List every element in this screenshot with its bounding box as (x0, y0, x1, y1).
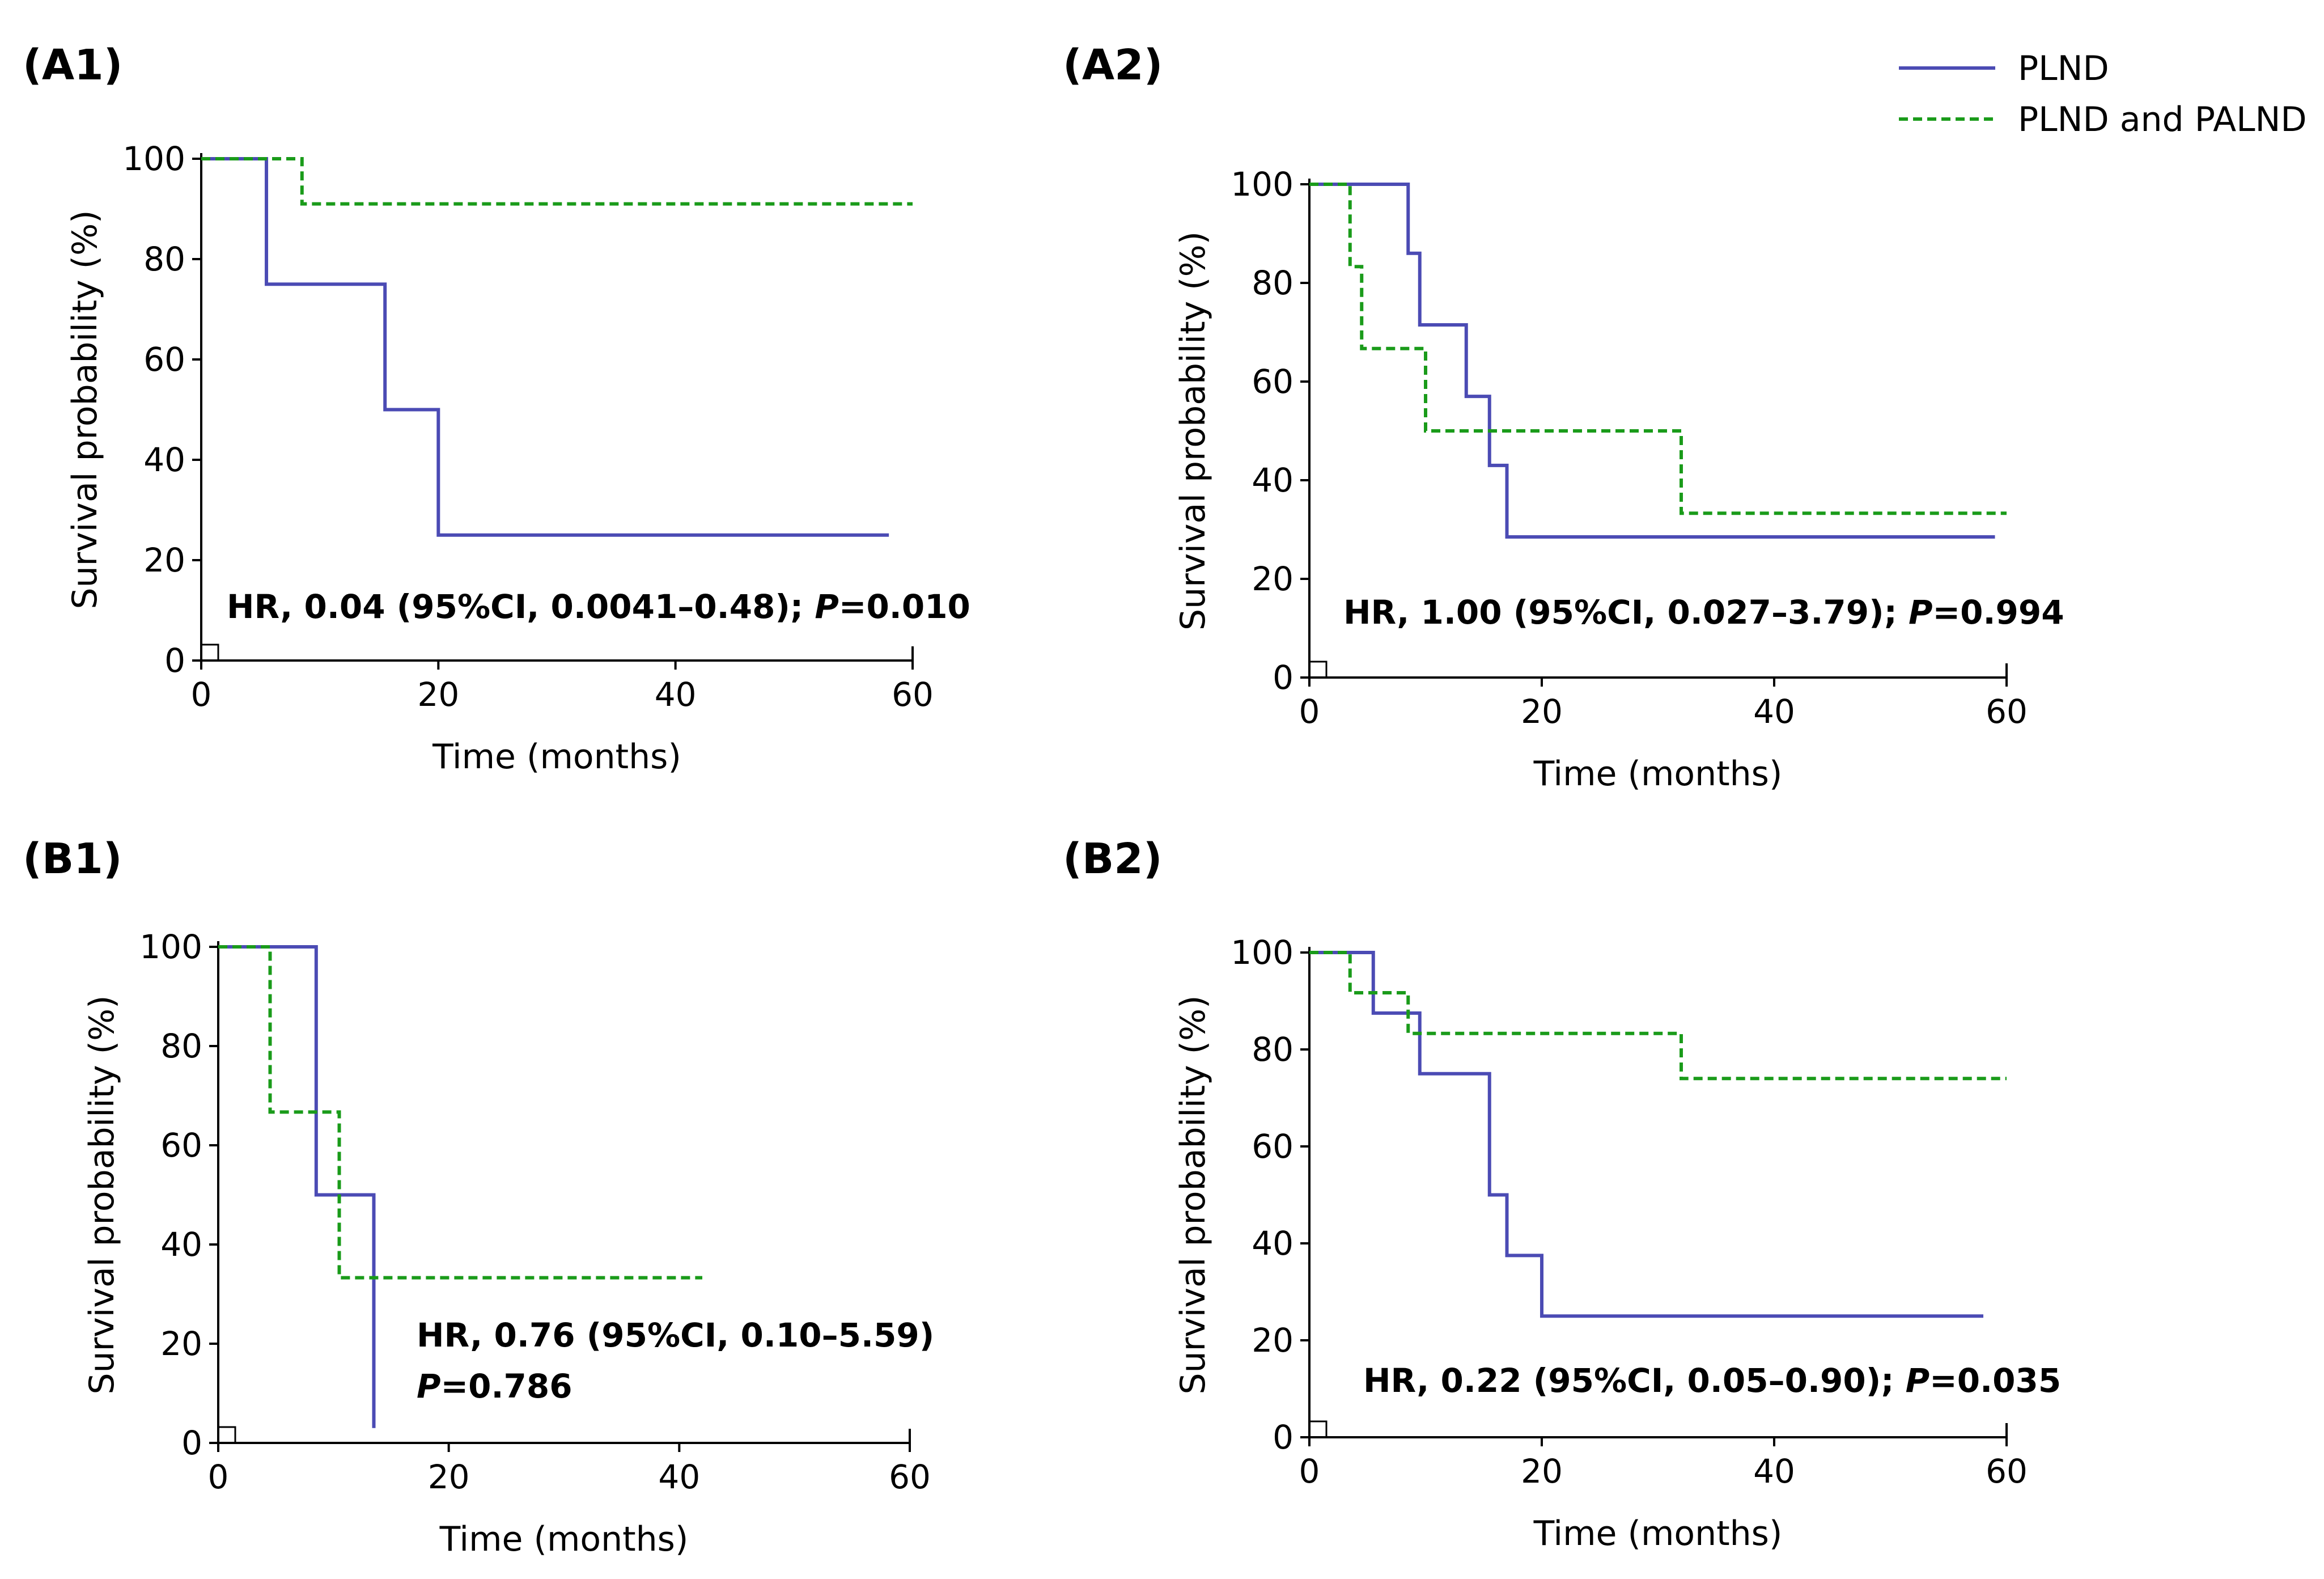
x-tick-label: 40 (655, 675, 697, 714)
panel-label-b2: (B2) (1063, 835, 1163, 883)
x-tick-label: 20 (1521, 692, 1563, 731)
x-tick-label: 60 (892, 675, 934, 714)
panel-label-a2: (A2) (1063, 41, 1163, 90)
y-tick-label: 20 (160, 1324, 202, 1363)
hazard-ratio-text-a2: HR, 1.00 (95%CI, 0.027–3.79); P=0.994 (1343, 593, 2064, 632)
series-line-plnd-palnd-a2 (1309, 183, 2007, 515)
y-axis-title: Survival probability (%) (82, 995, 122, 1394)
series-line-plnd-palnd-a1 (201, 157, 913, 206)
x-tick-label: 0 (1299, 692, 1320, 731)
y-tick-label: 80 (143, 240, 185, 278)
y-tick-label: 60 (143, 340, 185, 379)
legend: PLND PLND and PALND (1899, 49, 2307, 139)
x-tick-label: 0 (191, 675, 212, 714)
p-value-text-b1: P=0.786 (417, 1367, 572, 1406)
y-tick-label: 40 (1252, 461, 1294, 499)
legend-label-plnd: PLND (2018, 49, 2109, 88)
legend-label-plnd-palnd: PLND and PALND (2018, 100, 2307, 139)
series-line-plnd-b2 (1309, 951, 1983, 1318)
hazard-ratio-text-a1: HR, 0.04 (95%CI, 0.0041–0.48); P=0.010 (227, 587, 970, 626)
y-tick-label: 0 (1273, 658, 1294, 697)
panel-b2: (B2) 0 20 40 60 80 100 0 20 40 60 Time (months) Surv… (1063, 835, 2061, 1553)
x-tick-label: 60 (1986, 1452, 2028, 1491)
y-tick-label: 100 (139, 928, 202, 966)
y-tick-label: 20 (1252, 1321, 1294, 1360)
y-tick-label: 20 (143, 541, 185, 579)
y-tick-label: 80 (1252, 1030, 1294, 1069)
y-tick-label: 100 (1231, 165, 1294, 204)
y-tick-label: 60 (1252, 362, 1294, 401)
panels: (A1) 0 20 40 60 80 100 0 20 40 60 Time (months) Surv… (23, 41, 2064, 1559)
x-tick-label: 60 (1986, 692, 2028, 731)
x-tick-label: 40 (1753, 1452, 1795, 1491)
y-axis-title: Survival probability (%) (65, 210, 105, 609)
x-tick-label: 20 (1521, 1452, 1563, 1491)
origin-box-b2 (1309, 1420, 1328, 1437)
axes-b2 (1308, 947, 2008, 1438)
series-line-plnd-palnd-b2 (1309, 951, 2007, 1081)
origin-box-b1 (218, 1426, 236, 1443)
panel-label-b1: (B1) (23, 835, 122, 883)
axes-a1 (200, 153, 914, 662)
y-axis-title: Survival probability (%) (1173, 231, 1213, 630)
y-tick-label: 100 (122, 139, 185, 178)
y-tick-label: 0 (1273, 1418, 1294, 1457)
series-line-plnd-a1 (201, 157, 889, 537)
axes-a2 (1308, 179, 2008, 679)
y-axis-title: Survival probability (%) (1173, 995, 1213, 1394)
series-line-plnd-a2 (1309, 183, 1995, 539)
y-tick-label: 80 (160, 1027, 202, 1065)
y-tick-label: 0 (181, 1424, 202, 1462)
panel-label-a1: (A1) (23, 41, 122, 90)
x-axis-title: Time (months) (432, 737, 681, 777)
x-tick-label: 40 (1753, 692, 1795, 731)
y-tick-label: 40 (1252, 1224, 1294, 1263)
y-tick-label: 60 (1252, 1127, 1294, 1166)
hazard-ratio-text-b2: HR, 0.22 (95%CI, 0.05–0.90); P=0.035 (1363, 1361, 2061, 1400)
hazard-ratio-text-b1: HR, 0.76 (95%CI, 0.10–5.59) (417, 1316, 934, 1354)
axes-b1 (217, 941, 911, 1444)
y-tick-label: 80 (1252, 264, 1294, 302)
x-tick-label: 60 (889, 1458, 931, 1496)
origin-box-a1 (201, 644, 219, 661)
y-tick-label: 40 (160, 1225, 202, 1264)
panel-a2: (A2) 0 20 40 60 80 100 0 20 40 60 Time (months) Surv… (1063, 41, 2064, 794)
y-tick-label: 20 (1252, 560, 1294, 598)
x-tick-label: 20 (428, 1458, 470, 1496)
x-tick-label: 20 (417, 675, 459, 714)
x-axis-title: Time (months) (1533, 1514, 1783, 1553)
y-tick-label: 40 (143, 441, 185, 479)
x-tick-label: 40 (658, 1458, 700, 1496)
panel-a1: (A1) 0 20 40 60 80 100 0 20 40 60 Time (months) Surv… (23, 41, 970, 777)
series-line-plnd-b1 (218, 945, 376, 1428)
x-tick-label: 0 (208, 1458, 229, 1496)
origin-box-a2 (1309, 661, 1328, 678)
y-tick-label: 60 (160, 1126, 202, 1165)
series-line-plnd-palnd-b1 (218, 945, 702, 1280)
x-tick-label: 0 (1299, 1452, 1320, 1491)
y-tick-label: 100 (1231, 933, 1294, 972)
x-axis-title: Time (months) (1533, 754, 1783, 794)
y-tick-label: 0 (164, 641, 185, 680)
panel-b1: (B1) 0 20 40 60 80 100 0 20 40 60 Time (months) Surv… (23, 835, 934, 1559)
x-axis-title: Time (months) (439, 1519, 689, 1559)
